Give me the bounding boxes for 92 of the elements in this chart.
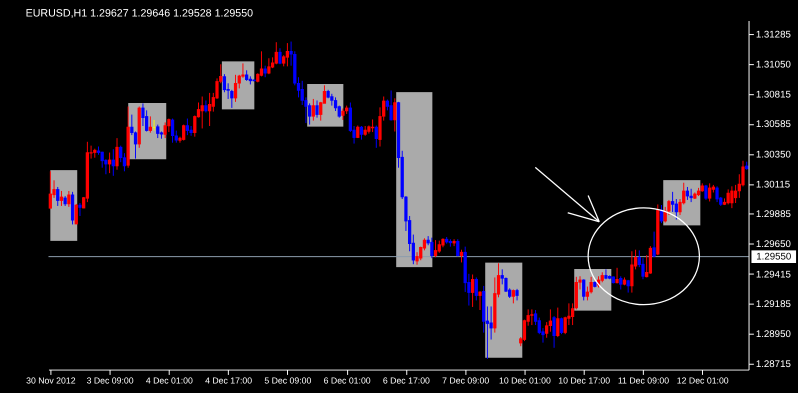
x-tick-label: 10 Dec 17:00 — [558, 376, 610, 386]
candlestick — [234, 74, 238, 102]
y-tick-label: 1.31050 — [756, 60, 792, 71]
x-tick-label: 12 Dec 01:00 — [676, 376, 729, 386]
candlestick — [208, 92, 212, 126]
candlestick — [360, 126, 364, 140]
candlestick — [652, 231, 656, 258]
candlestick — [74, 203, 78, 225]
x-tick-label: 30 Nov 2012 — [26, 376, 76, 386]
candlestick — [456, 238, 460, 257]
candlestick — [560, 317, 564, 335]
candlestick — [512, 289, 515, 304]
y-tick-label: 1.30115 — [756, 180, 790, 191]
candlestick — [64, 196, 67, 206]
candlestick — [264, 65, 267, 78]
candlestick — [389, 90, 393, 122]
x-tick-label: 5 Dec 09:00 — [264, 376, 312, 386]
x-tick-label: 6 Dec 17:00 — [382, 376, 430, 386]
y-tick-label: 1.29885 — [756, 209, 791, 220]
candlestick — [686, 186, 690, 200]
candlestick — [267, 58, 270, 75]
x-tick-label: 11 Dec 09:00 — [618, 376, 670, 386]
candlestick — [48, 170, 52, 209]
candlestick — [556, 307, 560, 338]
x-tick-label: 6 Dec 01:00 — [324, 376, 371, 386]
candlestick — [434, 240, 438, 258]
candlestick — [274, 42, 278, 65]
y-tick-label: 1.29415 — [756, 269, 791, 280]
y-tick-label: 1.31285 — [756, 29, 791, 40]
candlestick — [708, 182, 712, 202]
x-tick-label: 4 Dec 17:00 — [205, 376, 252, 386]
candlestick — [182, 124, 186, 141]
candlestick — [715, 186, 719, 203]
candlestick — [78, 202, 82, 216]
candlestick — [626, 279, 630, 294]
x-tick-label: 3 Dec 09:00 — [86, 376, 134, 386]
candlestick — [364, 126, 367, 136]
candlestick — [630, 250, 634, 294]
candlestick — [704, 184, 708, 200]
candlestick — [430, 237, 434, 259]
candlestick — [152, 119, 156, 132]
y-tick-label: 1.28950 — [756, 329, 792, 340]
ref-line-label: 1.29550 — [756, 252, 792, 263]
candlestick — [245, 70, 248, 82]
candlestick — [312, 98, 315, 122]
candlestick — [164, 122, 167, 139]
candlestick — [470, 274, 474, 308]
candlestick — [438, 240, 441, 254]
y-tick-label: 1.30815 — [756, 90, 791, 101]
candlestick — [474, 276, 478, 301]
candlestick — [204, 100, 208, 114]
candlestick — [278, 48, 282, 65]
y-tick-label: 1.28715 — [756, 359, 791, 370]
x-tick-label: 4 Dec 01:00 — [146, 376, 193, 386]
candlestick — [286, 42, 290, 67]
candlestick — [604, 268, 608, 280]
y-tick-label: 1.29185 — [756, 298, 791, 310]
candlestick — [108, 152, 112, 174]
x-tick-label: 10 Dec 01:00 — [499, 376, 552, 386]
candlestick — [393, 98, 396, 132]
candlestick — [530, 308, 534, 326]
candlestick — [515, 288, 519, 301]
candlestick — [582, 278, 586, 301]
candlestick — [726, 188, 730, 205]
candlestick — [478, 290, 482, 311]
chart-title: EURUSD,H1 1.29627 1.29646 1.29528 1.29550 — [26, 8, 254, 20]
candlestick — [356, 125, 360, 139]
candlestick — [186, 118, 190, 136]
candlestick — [460, 249, 464, 263]
candlestick — [156, 124, 160, 139]
candlestick — [67, 190, 70, 208]
y-tick-label: 1.30350 — [756, 149, 792, 160]
candlestick — [690, 188, 693, 203]
candlestick — [370, 118, 374, 133]
y-tick-label: 1.30585 — [756, 119, 791, 130]
candlestick — [148, 116, 152, 134]
x-tick-label: 7 Dec 09:00 — [442, 376, 490, 386]
candlestick — [734, 184, 738, 204]
candlestick — [56, 186, 60, 206]
candlestick — [552, 316, 556, 348]
candlestick — [615, 267, 619, 284]
y-tick-label: 1.29650 — [756, 239, 792, 250]
candlestick — [112, 148, 115, 176]
candlestick — [170, 118, 174, 144]
candlestick — [200, 96, 204, 129]
candlestick — [60, 190, 64, 206]
candlestick — [374, 125, 378, 148]
candlestick — [730, 186, 734, 209]
candlestick — [619, 276, 622, 290]
candlestick — [315, 100, 319, 118]
candlestick — [115, 138, 119, 170]
candlestick — [341, 108, 345, 120]
